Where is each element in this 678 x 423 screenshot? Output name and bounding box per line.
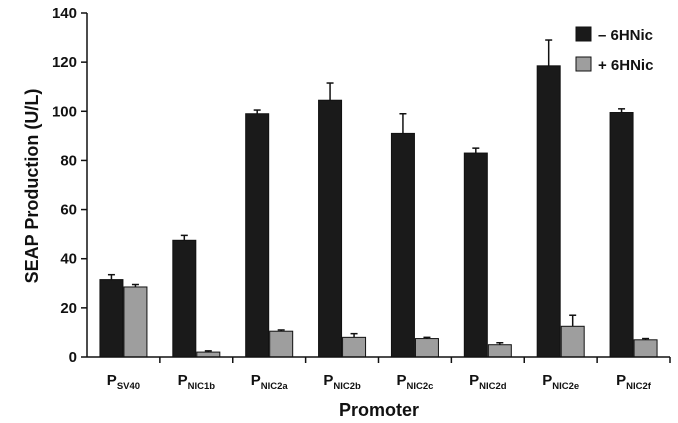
bar-plus-6hnic: [487, 344, 512, 358]
x-category-label: PNIC2b: [323, 372, 361, 392]
y-tick-label: 80: [60, 152, 77, 169]
y-axis-title: SEAP Production (U/L): [22, 89, 42, 284]
legend-swatch: [575, 56, 592, 72]
y-tick-label: 60: [60, 202, 77, 219]
bar-plus-6hnic: [414, 338, 439, 358]
bar-minus-6hnic: [463, 152, 488, 358]
x-category-label: PNIC2f: [616, 372, 652, 392]
bar-minus-6hnic: [318, 99, 343, 358]
bar-plus-6hnic: [269, 330, 294, 358]
legend: – 6HNic + 6HNic: [575, 26, 653, 74]
bars-layer: [99, 65, 658, 358]
legend-swatch: [575, 26, 592, 42]
legend-label: + 6HNic: [598, 57, 653, 74]
bar-minus-6hnic: [99, 279, 124, 358]
x-axis-categories: PSV40 PNIC1b PNIC2a PNIC2b PNIC2c PNIC2d PNIC2…: [107, 357, 671, 392]
bar-minus-6hnic: [609, 112, 634, 358]
y-tick-label: 120: [52, 54, 77, 71]
bar-plus-6hnic: [342, 336, 367, 358]
bar-minus-6hnic: [245, 113, 270, 358]
bar-minus-6hnic: [390, 132, 415, 358]
bar-minus-6hnic: [172, 239, 197, 358]
y-tick-label: 0: [69, 349, 77, 366]
error-bars-layer: [107, 39, 650, 353]
x-axis-title: Promoter: [339, 400, 419, 420]
x-category-label: PNIC2d: [469, 372, 507, 392]
bar-plus-6hnic: [560, 325, 585, 358]
x-category-label: PSV40: [107, 372, 140, 392]
x-category-label: PNIC2a: [251, 372, 289, 392]
legend-label: – 6HNic: [598, 27, 653, 44]
bar-plus-6hnic: [633, 339, 658, 358]
y-tick-label: 20: [60, 300, 77, 317]
bar-minus-6hnic: [536, 65, 561, 358]
bar-plus-6hnic: [123, 286, 148, 358]
x-category-label: PNIC2e: [542, 372, 579, 392]
y-axis-ticks: 0 20 40 60 80 100 120 140: [52, 5, 87, 366]
y-tick-label: 100: [52, 103, 77, 120]
x-category-label: PNIC2c: [396, 372, 433, 392]
y-tick-label: 40: [60, 251, 77, 268]
x-category-label: PNIC1b: [178, 372, 216, 392]
y-tick-label: 140: [52, 5, 77, 22]
